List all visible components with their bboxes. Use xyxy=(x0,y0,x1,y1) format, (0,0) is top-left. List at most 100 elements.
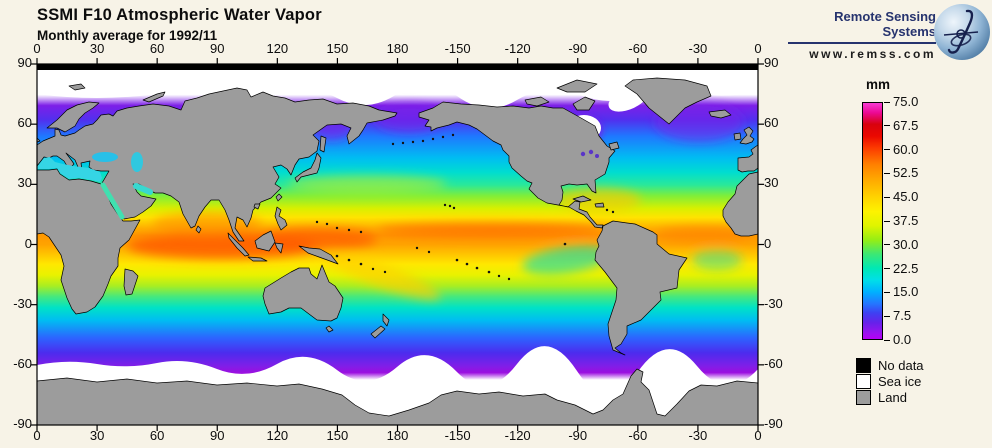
lon-tick-label-bottom: 120 xyxy=(266,428,289,443)
lon-tick-label-top: -30 xyxy=(688,41,708,56)
lat-tick-label-right: -90 xyxy=(764,416,783,431)
colorbar-tick-mark xyxy=(884,244,890,246)
land-japan xyxy=(294,152,322,183)
lat-tick-label-right: -30 xyxy=(764,295,783,311)
colorbar-unit-label: mm xyxy=(865,77,890,92)
colorbar-tick-label: 7.5 xyxy=(893,308,912,324)
lat-tick-label-right: 0 xyxy=(764,235,772,251)
lon-tick-label-bottom: 0 xyxy=(754,428,762,443)
lon-tick-label-top: 150 xyxy=(326,41,349,56)
lon-tick-label-top: 0 xyxy=(754,41,762,56)
lon-tick-label-bottom: -120 xyxy=(504,428,531,443)
caspian-sea xyxy=(131,152,143,172)
legend-item-no-data: No data xyxy=(856,357,924,373)
legend-label: Land xyxy=(878,389,907,405)
red-sea xyxy=(100,182,125,220)
lon-tick-label-top: 120 xyxy=(266,41,289,56)
axis-tick-marks xyxy=(31,58,764,431)
colorbar-tick-mark xyxy=(884,339,890,341)
lon-tick-label-bottom: -30 xyxy=(688,428,708,443)
colorbar-tick-mark xyxy=(884,149,890,151)
inland-seas xyxy=(37,149,599,220)
lon-tick-label-bottom: 90 xyxy=(210,428,225,443)
land-eurasia xyxy=(37,87,398,242)
land-iberia xyxy=(737,144,758,173)
land-britain xyxy=(739,126,755,145)
lon-tick-label-bottom: 180 xyxy=(386,428,409,443)
lat-tick-label-left: 0 xyxy=(24,235,32,251)
land-iceland xyxy=(708,109,732,119)
lat-tick-label-right: 30 xyxy=(764,175,779,191)
land-continents xyxy=(37,77,758,425)
lon-tick-label-bottom: 30 xyxy=(89,428,105,443)
colorbar-tick-mark xyxy=(884,125,890,127)
land-sumatra xyxy=(227,232,250,257)
colorbar-tick-mark xyxy=(884,101,890,103)
colorbar-tick-label: 67.5 xyxy=(893,117,919,133)
colorbar-tick-mark xyxy=(884,196,890,198)
lat-tick-label-left: 30 xyxy=(17,175,32,191)
branding-org-name: Remote Sensing Systems xyxy=(788,9,936,44)
land-philippines xyxy=(274,206,288,231)
land-west-africa xyxy=(722,171,758,237)
colorbar-tick-mark xyxy=(884,172,890,174)
lon-tick-label-top: 30 xyxy=(89,41,105,56)
lon-tick-label-top: -150 xyxy=(444,41,471,56)
colorbar-tick-label: 37.5 xyxy=(893,213,919,228)
land-greenland xyxy=(624,77,712,125)
colorbar-tick-label: 15.0 xyxy=(893,284,919,300)
map-legend: No data Sea ice Land xyxy=(856,357,924,405)
branding-block: Remote Sensing Systems www.remss.com xyxy=(788,9,936,61)
land-new-guinea xyxy=(298,245,339,265)
lat-tick-label-left: 60 xyxy=(17,115,32,131)
lon-tick-label-top: -60 xyxy=(628,41,648,56)
lat-tick-label-right: -60 xyxy=(764,355,783,371)
legend-item-sea-ice: Sea ice xyxy=(856,373,924,389)
legend-swatch xyxy=(856,373,871,389)
colorbar-tick-label: 60.0 xyxy=(893,141,919,157)
lon-tick-label-top: 0 xyxy=(33,41,41,56)
page-title: SSMI F10 Atmospheric Water Vapor xyxy=(37,6,322,24)
land-madagascar xyxy=(123,268,139,296)
land-africa xyxy=(37,168,141,315)
lon-tick-label-top: 180 xyxy=(386,41,409,56)
mediterranean-sea xyxy=(37,157,102,182)
legend-item-land: Land xyxy=(856,389,924,405)
legend-label: Sea ice xyxy=(878,373,922,389)
arctic-sea-ice xyxy=(37,70,758,109)
lon-tick-label-top: 60 xyxy=(149,41,165,56)
regional-vapor-anomalies xyxy=(127,102,753,301)
colorbar-tick-mark xyxy=(884,268,890,270)
lon-tick-label-bottom: -90 xyxy=(568,428,588,443)
black-sea xyxy=(92,152,118,162)
land-islands xyxy=(37,79,758,339)
land-borneo xyxy=(254,230,276,252)
earth-globe-integral-icon xyxy=(934,4,990,60)
lat-tick-label-right: 60 xyxy=(764,115,779,131)
no-data-band xyxy=(37,64,758,70)
great-lakes xyxy=(580,149,599,158)
legend-label: No data xyxy=(878,357,924,373)
colorbar xyxy=(862,102,883,340)
lon-tick-label-bottom: -150 xyxy=(444,428,471,443)
colorbar-tick-mark xyxy=(884,291,890,293)
land-north-america xyxy=(418,101,616,229)
land-antarctica xyxy=(37,368,758,425)
colorbar-tick-label: 45.0 xyxy=(893,189,919,205)
integral-glyph xyxy=(943,9,979,54)
lon-tick-label-bottom: -60 xyxy=(628,428,648,443)
lat-tick-label-left: -90 xyxy=(13,416,32,431)
colorbar-tick-label: 52.5 xyxy=(893,165,919,181)
lon-tick-label-top: 90 xyxy=(210,41,225,56)
small-island-specks xyxy=(315,133,615,281)
persian-gulf xyxy=(133,183,153,195)
legend-swatch xyxy=(856,389,871,405)
lon-tick-label-top: -90 xyxy=(568,41,588,56)
branding-website: www.remss.com xyxy=(809,47,936,61)
lon-tick-label-top: -120 xyxy=(504,41,531,56)
lat-tick-label-left: -30 xyxy=(13,295,32,311)
land-south-america xyxy=(594,220,688,356)
map-raster-field xyxy=(37,64,758,425)
colorbar-tick-label: 22.5 xyxy=(893,260,919,276)
